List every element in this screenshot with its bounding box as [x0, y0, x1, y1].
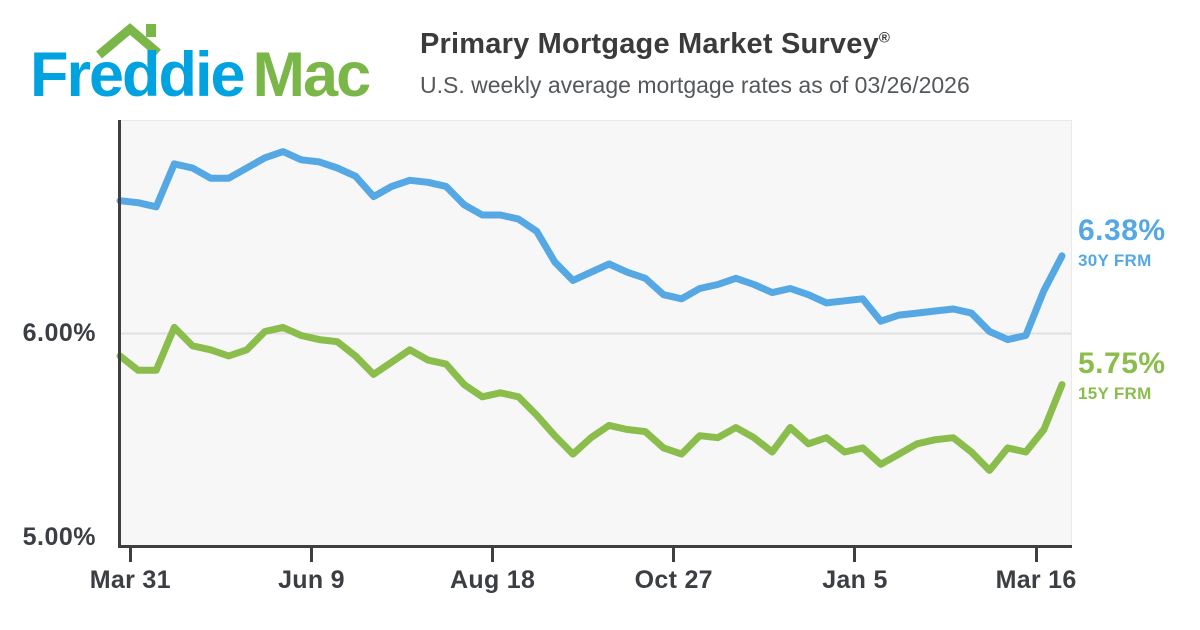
plot-area — [116, 120, 1072, 546]
series-label-15y: 5.75% 15Y FRM — [1078, 347, 1166, 403]
x-axis-line — [118, 545, 1072, 548]
x-tick-label: Oct 27 — [634, 566, 713, 594]
line-15y-frm — [116, 323, 1066, 474]
x-tick-label: Jan 5 — [822, 566, 888, 594]
logo-word-mac: Mac — [252, 40, 372, 110]
series-name-15y: 15Y FRM — [1078, 384, 1152, 403]
x-tick — [1034, 548, 1038, 562]
x-tick-label: Mar 31 — [89, 566, 171, 594]
page-subtitle: U.S. weekly average mortgage rates as of… — [420, 72, 970, 98]
x-tick — [128, 548, 132, 562]
x-tick-label: Mar 16 — [995, 566, 1077, 594]
title-block: Primary Mortgage Market Survey® U.S. wee… — [420, 28, 970, 99]
logo-wordmark: Freddie Mac — [30, 44, 371, 107]
registered-trademark-symbol: ® — [878, 29, 891, 47]
page-title: Primary Mortgage Market Survey® — [420, 28, 891, 60]
x-tick-label: Aug 18 — [450, 566, 536, 594]
rates-line-chart — [116, 148, 1071, 474]
y-axis-line — [118, 120, 121, 548]
x-tick — [491, 548, 495, 562]
series-label-30y: 6.38% 30Y FRM — [1078, 214, 1166, 270]
rate-value-15y: 5.75% — [1078, 347, 1166, 380]
y-tick-label: 6.00% — [22, 318, 96, 347]
roof-icon — [96, 23, 161, 59]
freddie-mac-logo: Freddie Mac — [28, 10, 408, 110]
x-tick — [309, 548, 313, 562]
rate-value-30y: 6.38% — [1078, 214, 1166, 247]
series-name-30y: 30Y FRM — [1078, 251, 1152, 270]
line-30y-frm — [116, 148, 1066, 344]
x-tick — [672, 548, 676, 562]
x-tick — [853, 548, 857, 562]
logo-word-freddie: Freddie — [30, 40, 246, 110]
y-tick-label: 5.00% — [22, 522, 96, 551]
x-tick-label: Jun 9 — [278, 566, 345, 594]
